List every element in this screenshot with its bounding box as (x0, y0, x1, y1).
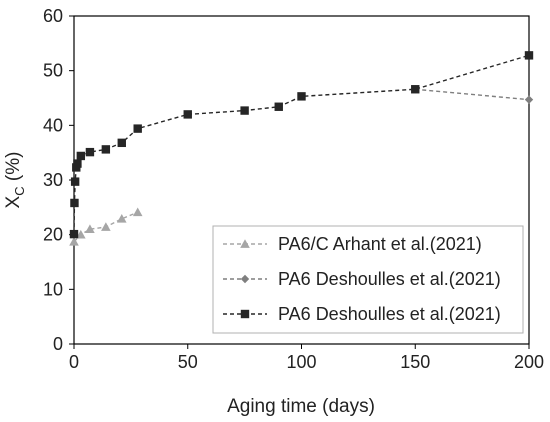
y-tick-label: 20 (43, 225, 63, 245)
series-line (73, 54, 530, 235)
legend-entry: PA6 Deshoulles et al.(2021) (223, 304, 501, 324)
square-point (85, 147, 95, 157)
square-point (73, 159, 82, 168)
triangle-point (132, 207, 143, 217)
axes: 0 50 100 150 200 0 10 20 30 40 50 60 (43, 6, 544, 372)
square-point (133, 124, 142, 133)
y-axis-label-subscript: C (12, 186, 27, 195)
square-point (117, 138, 126, 148)
triangle-point (69, 236, 79, 246)
triangle-point (76, 229, 86, 239)
legend-diamond-marker (240, 274, 250, 284)
square-point (274, 102, 283, 111)
x-tick-label: 200 (514, 352, 544, 372)
y-axis-label-unit: (%) (3, 152, 24, 187)
legend-box (212, 225, 524, 334)
square-point (240, 106, 249, 115)
x-tick-label: 150 (400, 352, 430, 372)
y-tick-label: 60 (43, 6, 63, 26)
legend-label: PA6 Deshoulles et al.(2021) (278, 304, 501, 324)
series-diamond (411, 85, 534, 104)
diamond-point (524, 95, 534, 104)
series-layer (69, 51, 534, 246)
square-point (69, 229, 79, 239)
y-axis-label: XC (%) (3, 152, 27, 209)
series-square (69, 51, 534, 239)
square-point (70, 198, 79, 208)
legend-triangle-marker (240, 239, 250, 248)
y-tick-label: 10 (43, 279, 63, 299)
legend-square-marker (240, 309, 250, 319)
y-axis-label-main: X (3, 195, 24, 208)
legend: PA6/C Arhant et al.(2021) PA6 Deshoulles … (212, 225, 524, 334)
triangle-point (116, 214, 127, 223)
square-point (76, 151, 86, 161)
series-line (415, 88, 530, 101)
triangle-point (101, 222, 111, 231)
legend-entry: PA6 Deshoulles et al.(2021) (223, 269, 501, 289)
series-triangle (69, 207, 143, 246)
y-tick-label: 0 (53, 334, 63, 354)
square-point (70, 177, 80, 186)
x-tick-label: 0 (69, 352, 79, 372)
x-tick-label: 100 (286, 352, 316, 372)
square-point (101, 145, 111, 154)
legend-label: PA6/C Arhant et al.(2021) (278, 234, 482, 254)
y-tick-label: 30 (43, 170, 63, 190)
square-point (524, 51, 534, 60)
square-point (183, 110, 192, 119)
triangle-point (85, 224, 95, 234)
square-point (411, 85, 420, 94)
legend-label: PA6 Deshoulles et al.(2021) (278, 269, 501, 289)
y-tick-label: 40 (43, 115, 63, 135)
square-point (297, 92, 306, 101)
x-axis-label: Aging time (days) (227, 396, 375, 417)
y-tick-label: 50 (43, 61, 63, 81)
legend-entry: PA6/C Arhant et al.(2021) (223, 234, 482, 254)
x-tick-label: 50 (178, 352, 198, 372)
